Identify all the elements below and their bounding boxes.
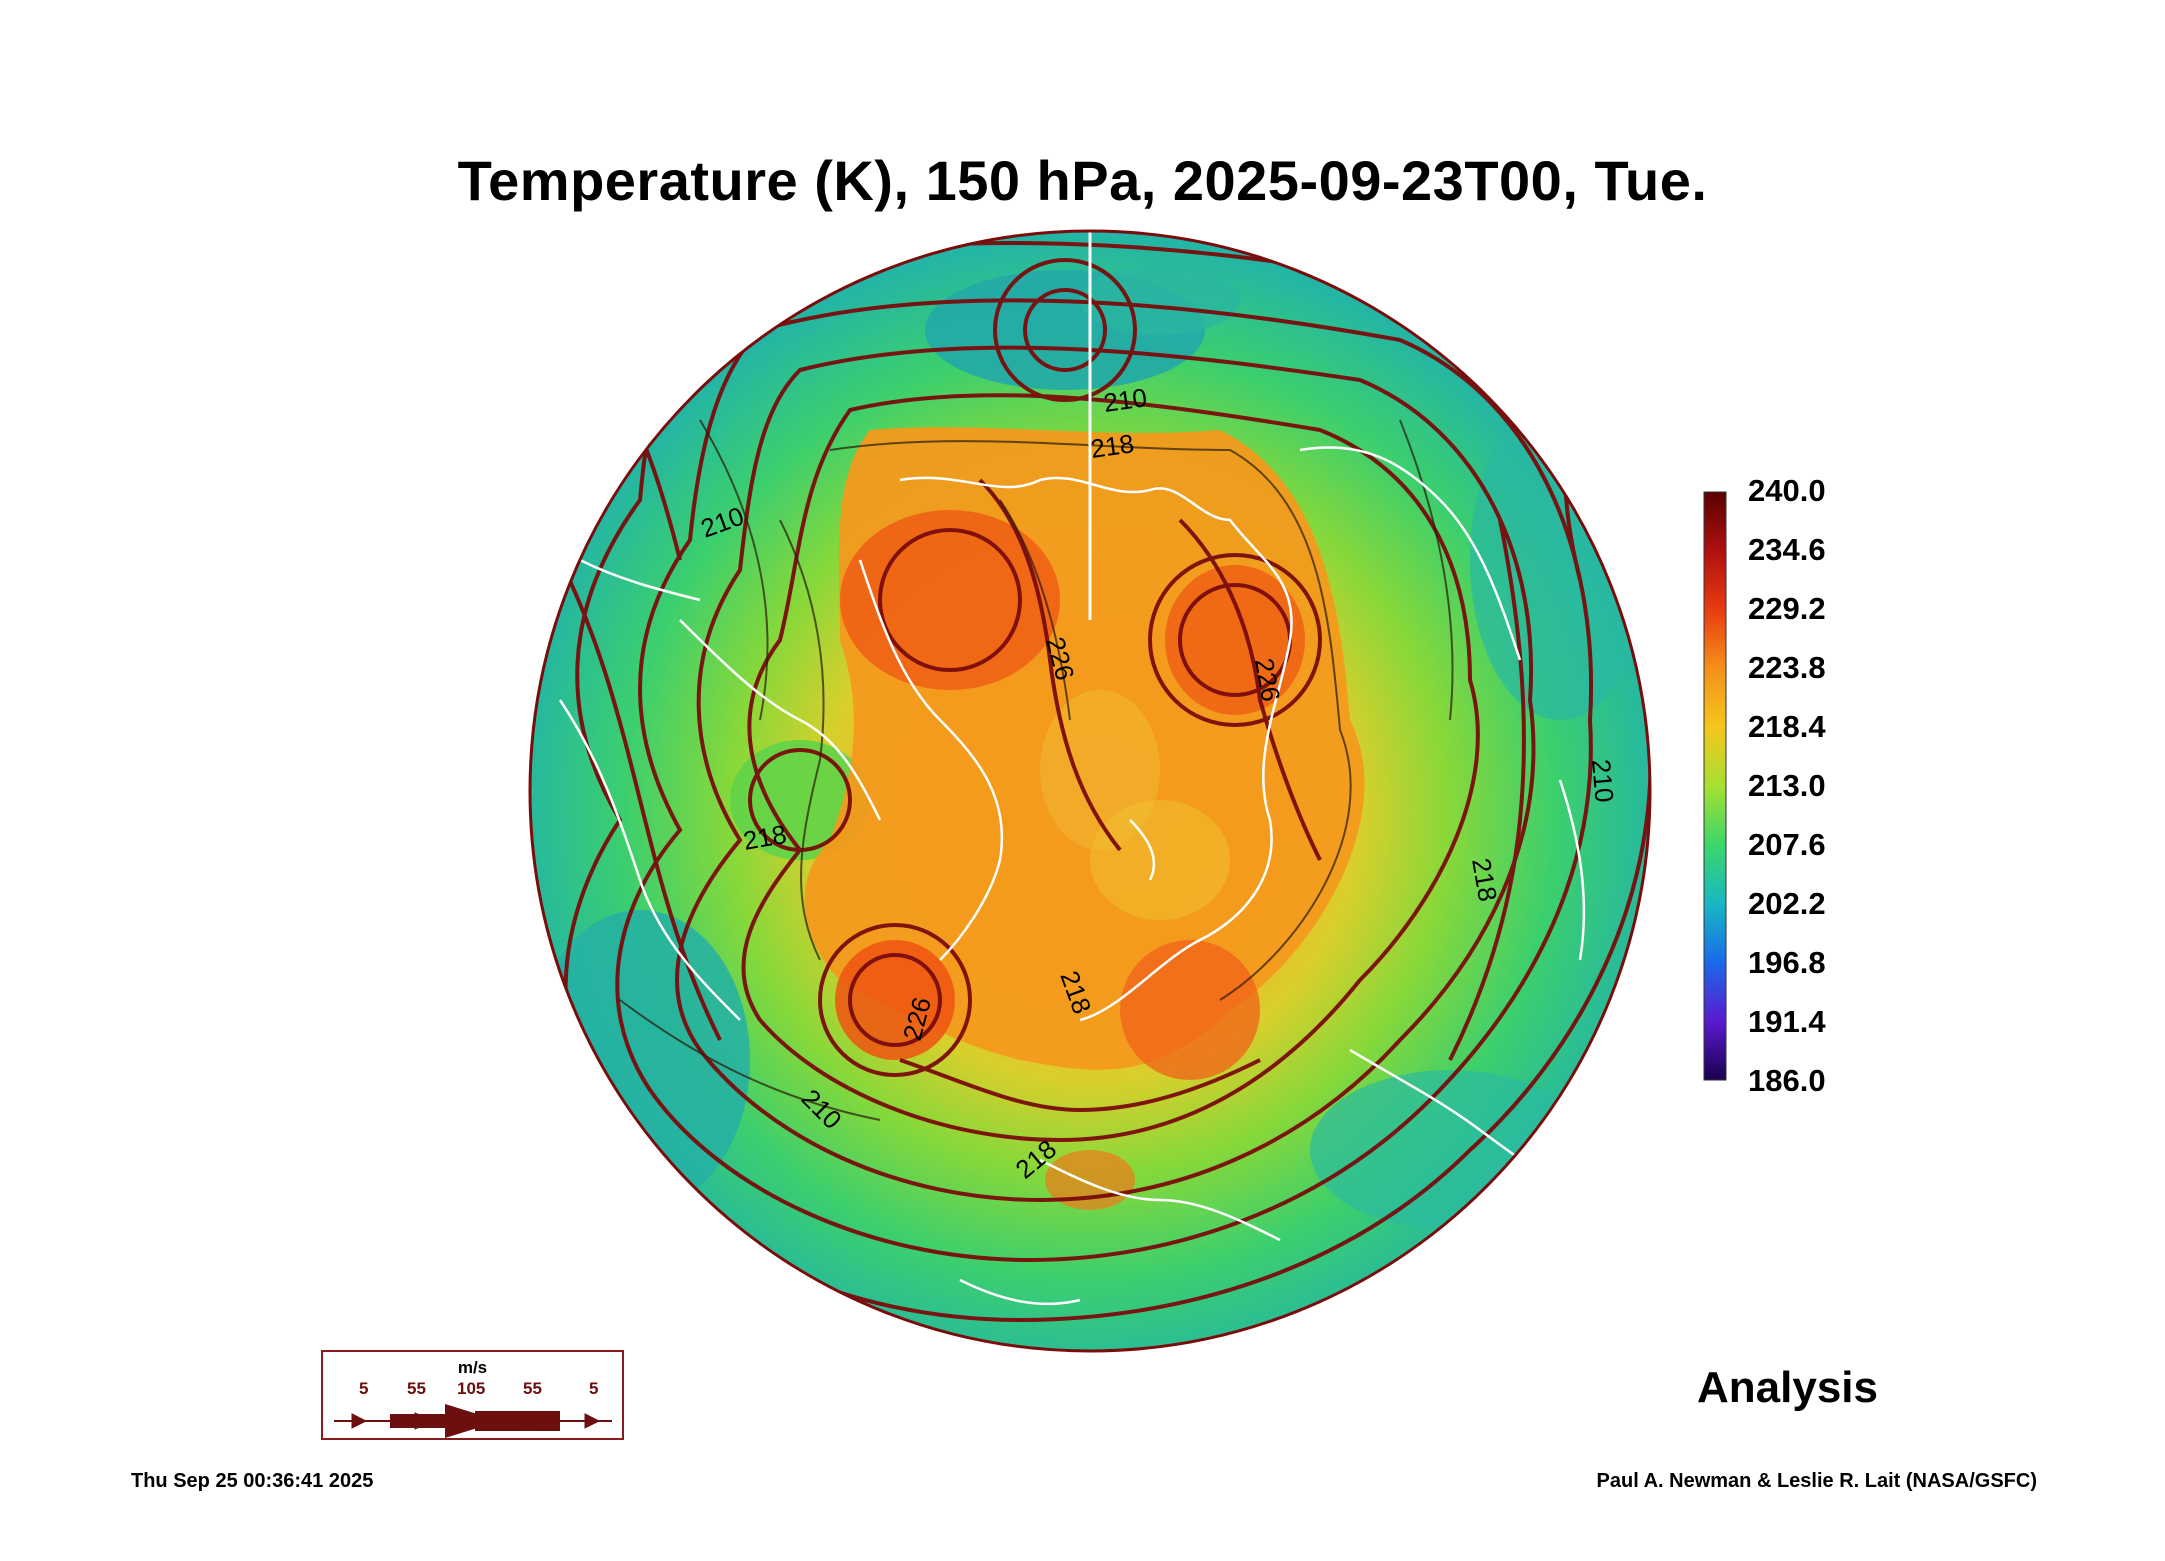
analysis-label: Analysis [1697,1363,1878,1412]
warm-center [1090,800,1230,920]
colorbar-label: 207.6 [1748,827,1826,862]
contour-lines [619,419,1454,1121]
wind-legend-arrow [334,1404,612,1438]
cold-region [530,910,750,1210]
wind-legend-value: 105 [457,1379,486,1398]
colorbar-label: 234.6 [1748,532,1826,567]
wind-legend-unit: m/s [457,1358,488,1377]
wind-legend: m/s 5 55 105 55 5 [321,1350,624,1440]
timestamp: Thu Sep 25 00:36:41 2025 [131,1470,374,1492]
colorbar-label: 202.2 [1748,886,1826,921]
wind-legend-value: 5 [359,1379,369,1398]
contour-label: 210 [1102,382,1149,418]
contour-label: 218 [741,819,789,856]
hot-core [1120,940,1260,1080]
hot-core [835,940,955,1060]
cold-region [1080,265,1240,335]
colorbar-label: 186.0 [1748,1063,1826,1098]
cold-region [1310,1070,1590,1230]
cold-region [1470,400,1650,720]
colorbar-label: 229.2 [1748,591,1826,626]
wind-legend-value: 55 [523,1379,542,1398]
colorbar-label: 223.8 [1748,650,1826,685]
streamlines [558,241,1650,1323]
map-title: Temperature (K), 150 hPa, 2025-09-23T00,… [457,149,1708,212]
coastlines [558,298,1586,1306]
colorbar-label: 240.0 [1748,473,1826,508]
colorbar-label: 191.4 [1748,1004,1826,1039]
hot-core [1165,565,1305,715]
wind-legend-value: 55 [407,1379,426,1398]
contour-label: 218 [1089,428,1136,464]
temperature-field [530,231,1650,1323]
colorbar-label: 213.0 [1748,768,1826,803]
contour-label: 226 [1249,656,1286,704]
globe-outline [528,229,1652,1353]
credit: Paul A. Newman & Leslie R. Lait (NASA/GS… [1596,1470,2037,1492]
colorbar [1703,491,1727,1081]
contour-label: 218 [1466,856,1503,904]
wind-legend-value: 5 [589,1379,599,1398]
colorbar-label: 196.8 [1748,945,1826,980]
colorbar-label: 218.4 [1748,709,1826,744]
contour-label: 210 [1586,758,1620,804]
